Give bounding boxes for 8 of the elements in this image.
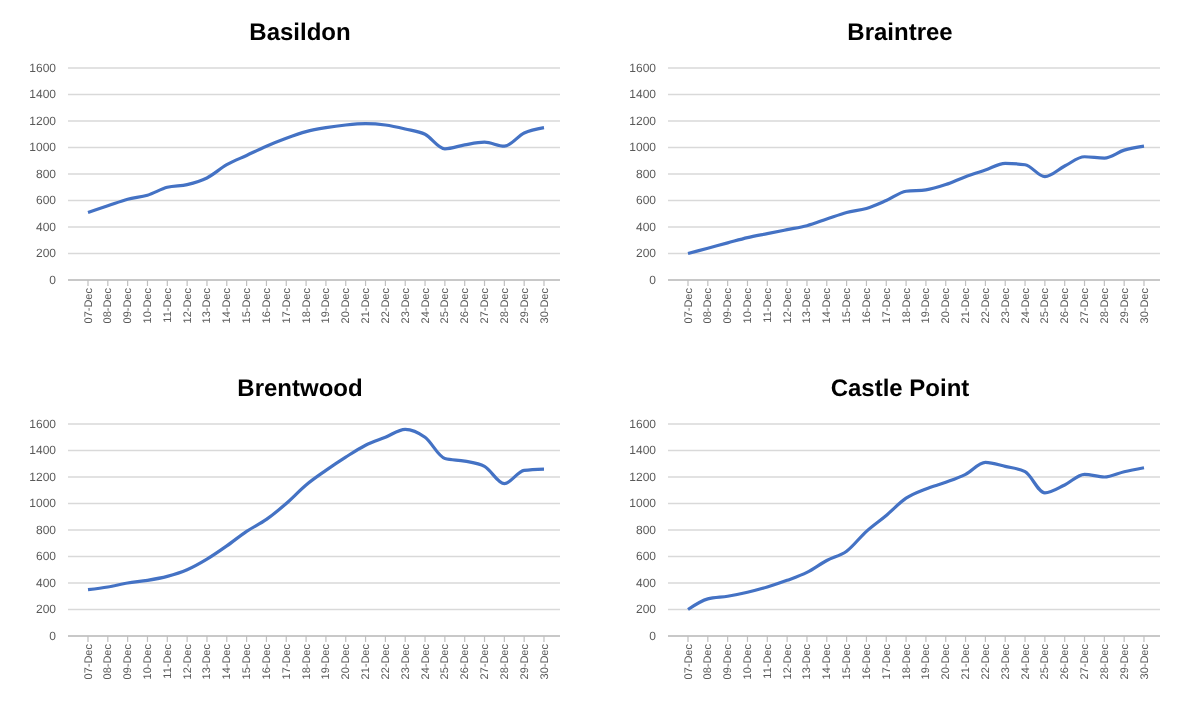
line-series (86, 122, 546, 215)
chart-title: Castle Point (830, 374, 970, 402)
line-series (686, 460, 1146, 612)
chart-title: Brentwood (237, 374, 363, 402)
chart-title: Braintree (847, 18, 954, 46)
line-series (86, 427, 546, 592)
chart-title: Basildon (249, 18, 351, 46)
line-series (686, 144, 1146, 256)
